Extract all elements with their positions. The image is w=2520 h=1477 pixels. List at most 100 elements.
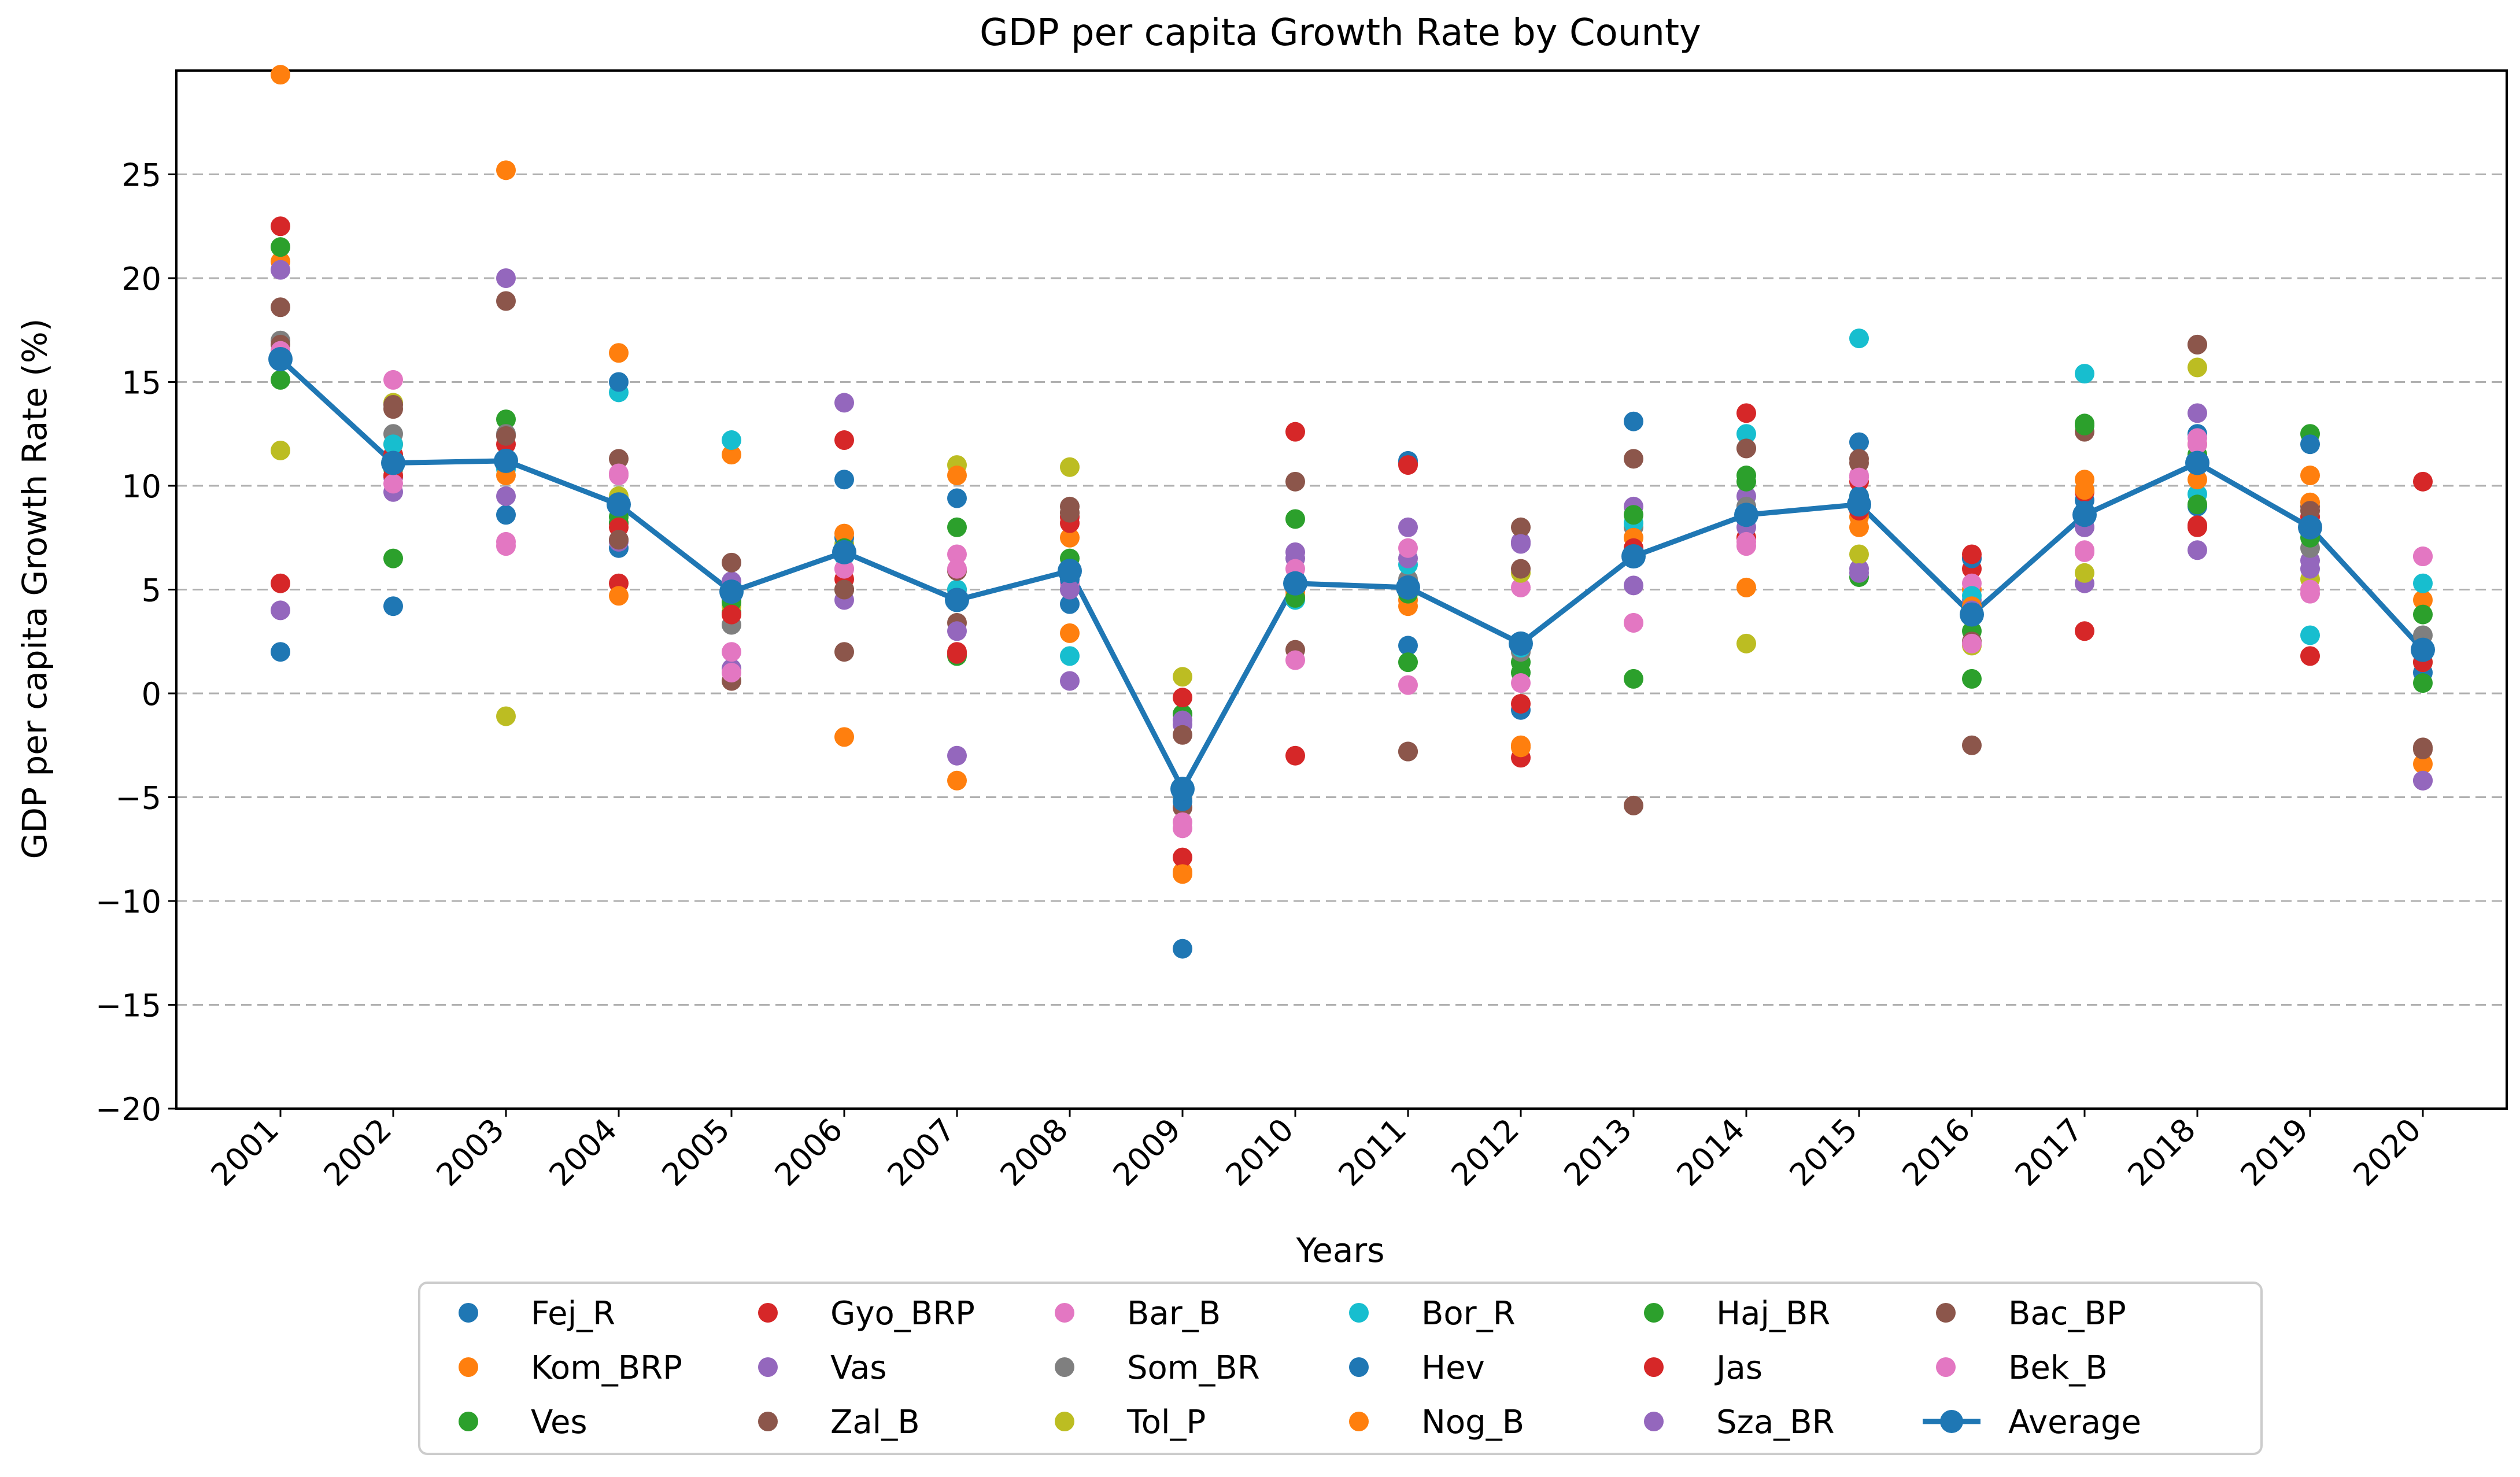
x-tick-label: 2013 — [1557, 1112, 1639, 1194]
x-tick-label: 2019 — [2233, 1112, 2315, 1194]
y-tick-label: 5 — [142, 573, 161, 609]
x-axis-label: Years — [1295, 1231, 1384, 1270]
legend-label: Zal_B — [830, 1404, 920, 1441]
point-Bek_B — [2188, 428, 2207, 448]
point-Kom_BRP — [834, 727, 854, 747]
legend-label: Haj_BR — [1716, 1295, 1830, 1332]
point-Fej_R — [383, 596, 403, 616]
point-Haj_BR — [2188, 494, 2207, 515]
point-Nog_B — [1511, 737, 1531, 758]
legend-marker — [1644, 1357, 1664, 1377]
point-Fej_R — [1060, 594, 1080, 614]
legend-label: Bar_B — [1127, 1295, 1221, 1332]
point-Bar_B — [947, 544, 967, 564]
x-tick-label: 2016 — [1895, 1112, 1977, 1194]
point-Bek_B — [1173, 812, 1192, 832]
point-Vas — [2188, 403, 2207, 423]
point-Kom_BRP — [722, 445, 741, 465]
point-Vas — [834, 393, 854, 413]
point-Bek_B — [383, 474, 403, 494]
point-Hev — [2300, 434, 2320, 455]
point-Bar_B — [1285, 650, 1305, 670]
point-Ves — [271, 370, 290, 390]
point-Bac_BP — [1624, 449, 1643, 469]
point-Bek_B — [2300, 579, 2320, 600]
point-Bar_B — [1398, 675, 1418, 695]
point-Bek_B — [722, 663, 741, 683]
point-Bek_B — [609, 466, 629, 486]
point-Fej_R — [1398, 636, 1418, 656]
average-marker — [2298, 515, 2322, 540]
average-marker — [1509, 631, 1533, 656]
x-axis: 2001 2002 2003 2004 2005 2006 2007 2008 2009 2010… — [204, 1109, 2428, 1193]
point-Bac_BP — [2188, 334, 2207, 355]
legend-marker — [758, 1303, 778, 1323]
x-tick-label: 2009 — [1106, 1112, 1188, 1194]
average-marker — [1283, 571, 1307, 596]
point-Bek_B — [947, 559, 967, 579]
y-tick-label: −10 — [95, 884, 161, 920]
point-Jas — [1285, 745, 1305, 766]
point-Fej_R — [947, 488, 967, 508]
point-Vas — [1060, 671, 1080, 691]
point-Bac_BP — [1736, 438, 1756, 459]
average-marker — [832, 540, 856, 564]
point-Bac_BP — [496, 426, 516, 446]
point-Gyo_BRP — [1285, 422, 1305, 442]
point-Kom_BRP — [1060, 623, 1080, 643]
legend-marker — [459, 1303, 478, 1323]
point-Tol_P — [496, 706, 516, 726]
point-Zal_B — [271, 297, 290, 317]
point-Bar_B — [722, 642, 741, 662]
average-marker — [2072, 503, 2097, 527]
point-Hev — [609, 372, 629, 392]
legend-marker — [459, 1357, 478, 1377]
y-tick-label: −5 — [115, 780, 161, 817]
point-Fej_R — [1173, 939, 1192, 959]
point-Sza_BR — [496, 486, 516, 506]
point-Haj_BR — [1736, 471, 1756, 492]
point-Nog_B — [947, 466, 967, 486]
legend-label: Kom_BRP — [531, 1349, 682, 1387]
average-marker — [494, 448, 518, 473]
average-marker — [1847, 492, 1871, 517]
point-Bek_B — [1849, 467, 1869, 488]
point-Fej_R — [1849, 432, 1869, 452]
point-Haj_BR — [1624, 505, 1643, 525]
legend: Fej_R Kom_BRP Ves Gyo_BRP Vas Zal_B Bar_B Som_B… — [418, 1282, 2263, 1455]
point-Bac_BP — [609, 530, 629, 550]
point-Zal_B — [496, 291, 516, 311]
legend-label: Bor_R — [1421, 1295, 1516, 1332]
point-Gyo_BRP — [834, 430, 854, 451]
legend-marker — [1936, 1357, 1956, 1377]
point-Bac_BP — [1398, 741, 1418, 762]
point-Bac_BP — [1173, 725, 1192, 745]
scatter-points — [271, 65, 2433, 959]
point-Jas — [1962, 544, 1982, 564]
point-Sza_BR — [1060, 579, 1080, 600]
x-tick-label: 2017 — [2008, 1112, 2090, 1194]
average-marker — [1396, 575, 1420, 600]
point-Bek_B — [496, 531, 516, 552]
x-tick-label: 2018 — [2120, 1112, 2203, 1194]
point-Tol_P — [271, 440, 290, 460]
legend-label: Nog_B — [1421, 1404, 1524, 1441]
point-Ves — [947, 517, 967, 537]
point-Jas — [271, 573, 290, 593]
point-Bac_BP — [1060, 503, 1080, 523]
y-tick-label: −20 — [95, 1091, 161, 1128]
point-Sza_BR — [1624, 575, 1643, 596]
point-Fej_R — [271, 642, 290, 662]
point-Vas — [496, 268, 516, 288]
average-marker — [2411, 637, 2435, 662]
point-Ves — [1398, 652, 1418, 673]
average-marker — [1734, 503, 1758, 527]
average-series-line — [278, 357, 2425, 792]
point-Gyo_BRP — [2300, 646, 2320, 666]
legend-marker — [1936, 1303, 1956, 1323]
average-marker — [381, 451, 405, 475]
x-tick-label: 2020 — [2346, 1112, 2428, 1194]
legend-marker — [1349, 1303, 1369, 1323]
legend-marker — [1940, 1410, 1963, 1433]
y-axis-label: GDP per capita Growth Rate (%) — [15, 318, 54, 859]
